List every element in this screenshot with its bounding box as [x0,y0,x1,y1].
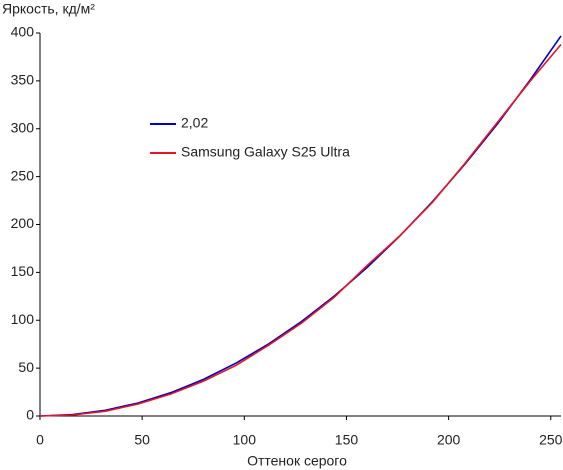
x-tick-label: 0 [36,432,44,448]
x-tick-label: 100 [233,432,257,448]
series-line [39,43,562,417]
y-tick-label: 400 [11,24,35,40]
legend-label: Samsung Galaxy S25 Ultra [181,144,350,160]
y-tick-label: 0 [26,407,34,423]
y-tick-label: 300 [11,119,35,135]
y-tick-label: 200 [11,215,35,231]
y-tick-label: 150 [11,263,35,279]
x-tick-label: 150 [335,432,359,448]
x-axis-label: Оттенок серого [247,453,347,469]
legend-label: 2,02 [181,115,208,131]
y-tick-label: 350 [11,72,35,88]
series-line [39,35,562,417]
y-tick-label: 100 [11,311,35,327]
y-tick-label: 250 [11,167,35,183]
y-axis-label: Яркость, кд/м² [2,1,95,17]
y-tick-label: 50 [18,359,34,375]
x-tick-label: 200 [437,432,461,448]
x-tick-label: 50 [134,432,150,448]
x-tick-label: 250 [539,432,563,448]
